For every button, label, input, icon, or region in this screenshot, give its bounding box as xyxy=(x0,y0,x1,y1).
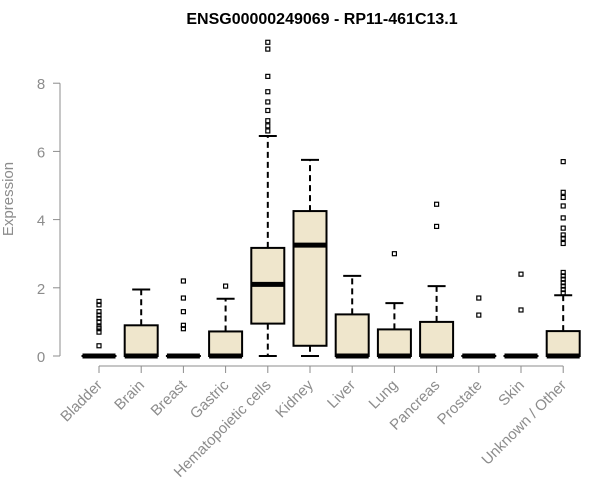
outlier-bladder-0 xyxy=(96,343,102,349)
outlier-hematopoietic-cells-3 xyxy=(265,107,271,114)
outlier-unknown-other-9 xyxy=(560,232,566,238)
outlier-hematopoietic-cells-7 xyxy=(265,46,271,52)
outlier-unknown-other-13 xyxy=(560,194,566,201)
y-tick-label-0: 0 xyxy=(37,349,45,366)
outlier-unknown-other-12 xyxy=(560,203,566,209)
outlier-unknown-other-15 xyxy=(560,159,566,165)
x-tick-label-brain: Brain xyxy=(111,377,148,414)
x-tick-label-bladder: Bladder xyxy=(57,377,106,426)
y-tick-label-2: 2 xyxy=(37,281,45,298)
outlier-unknown-other-10 xyxy=(560,225,566,231)
outlier-lung-0 xyxy=(391,251,397,257)
outlier-hematopoietic-cells-5 xyxy=(265,89,271,95)
chart-title: ENSG00000249069 - RP11-461C13.1 xyxy=(186,11,457,28)
x-tick-label-kidney: Kidney xyxy=(272,376,317,421)
outlier-breast-4 xyxy=(180,278,186,284)
outlier-unknown-other-14 xyxy=(560,189,566,195)
outlier-unknown-other-6 xyxy=(560,269,566,276)
box-pancreas xyxy=(419,320,455,357)
x-tick-label-lung: Lung xyxy=(366,377,402,413)
y-tick-label-8: 8 xyxy=(37,76,45,93)
box-unknown-other xyxy=(545,330,581,357)
y-tick-label-4: 4 xyxy=(37,213,45,230)
outlier-bladder-7 xyxy=(96,309,102,315)
outlier-pancreas-0 xyxy=(434,223,440,230)
outlier-hematopoietic-cells-2 xyxy=(265,118,271,124)
outlier-prostate-0 xyxy=(476,312,482,318)
outlier-hematopoietic-cells-0 xyxy=(265,128,271,134)
x-tick-label-skin: Skin xyxy=(495,377,528,410)
y-axis-label: Expression xyxy=(0,162,17,236)
outlier-breast-2 xyxy=(180,309,186,315)
box-kidney xyxy=(292,210,328,347)
outlier-hematopoietic-cells-8 xyxy=(265,39,271,45)
outlier-skin-1 xyxy=(518,271,524,277)
outlier-prostate-1 xyxy=(476,295,482,301)
outlier-unknown-other-7 xyxy=(560,240,566,247)
axes: 0 2 4 6 8 xyxy=(37,76,564,373)
outlier-hematopoietic-cells-1 xyxy=(265,123,271,129)
box-brain xyxy=(123,324,159,357)
x-tick-label-liver: Liver xyxy=(324,377,359,412)
outlier-bladder-9 xyxy=(96,298,102,305)
outlier-gastric-0 xyxy=(223,283,229,289)
y-tick-label-6: 6 xyxy=(37,144,45,161)
x-tick-label-breast: Breast xyxy=(148,376,191,419)
box-liver xyxy=(334,313,370,358)
outlier-unknown-other-11 xyxy=(560,215,566,221)
outlier-hematopoietic-cells-4 xyxy=(265,99,271,105)
outlier-hematopoietic-cells-6 xyxy=(265,73,271,79)
outlier-breast-1 xyxy=(180,322,186,328)
outlier-breast-3 xyxy=(180,295,186,301)
boxes xyxy=(81,39,581,359)
outlier-pancreas-1 xyxy=(434,201,440,207)
outlier-skin-0 xyxy=(518,307,524,313)
outlier-bladder-3 xyxy=(96,324,102,330)
box-lung xyxy=(376,328,412,358)
x-tick-label-prostate: Prostate xyxy=(434,377,486,429)
box-gastric xyxy=(208,330,244,357)
